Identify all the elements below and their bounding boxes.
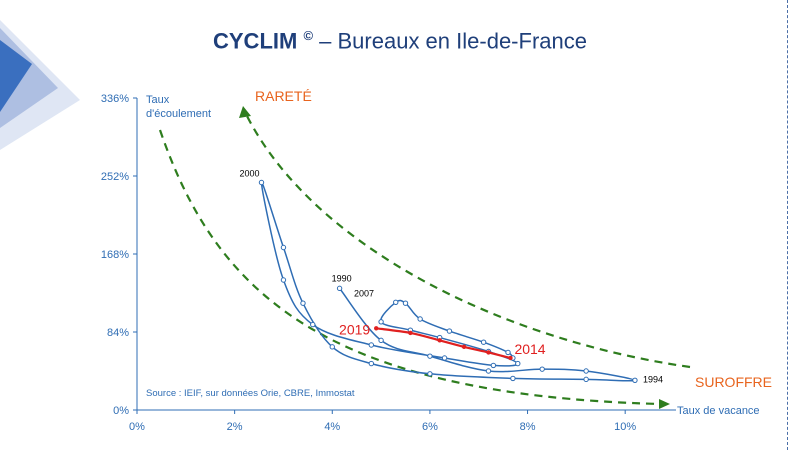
history-data-point [515,360,521,367]
history-data-point [329,344,335,350]
history-data-point [441,355,448,361]
point-label-2007: 2007 [354,288,374,298]
x-axis-label: Taux de vacance [677,405,760,417]
recent-data-point [374,326,379,331]
history-data-point [402,300,409,306]
history-data-point [583,376,589,383]
history-data-point [258,179,265,186]
history-data-point [417,316,423,322]
x-tick-label: 8% [520,421,536,433]
corner-triangle-dark [0,40,32,112]
history-data-point [583,368,589,374]
history-data-point [368,360,375,367]
series-layer [258,179,638,383]
x-tick-label: 2% [227,421,243,433]
history-data-point [632,377,638,383]
point-label-2014: 2014 [514,341,545,357]
history-data-point [310,321,316,328]
suroffre-annotation: SUROFFRE [695,374,772,390]
recent-data-point [486,350,491,355]
x-tick-label: 0% [129,421,145,433]
page-title: CYCLIM © – Bureaux en Ile-de-France [0,28,800,54]
history-data-point [378,337,384,344]
point-label-1990: 1990 [332,273,352,283]
y-tick-label: 84% [107,327,129,339]
history-data-point [490,362,497,369]
x-tick-label: 10% [614,421,636,433]
y-tick-label: 168% [101,249,129,261]
y-axis-label-line1: Taux [146,94,170,106]
point-label-1994: 1994 [643,374,663,384]
source-note: Source : IEIF, sur données Orie, CBRE, I… [146,388,355,399]
rarete-arrowhead [239,106,251,118]
history-data-point [300,300,306,306]
y-tick-label: 336% [101,93,129,105]
history-series-line [260,181,636,382]
history-data-point [510,375,516,382]
history-data-point [280,244,287,251]
suroffre-guide-arrow [158,129,661,406]
recent-data-point [408,330,413,336]
history-data-point [427,371,433,377]
rarete-guide-arrow [244,111,691,369]
history-data-point [378,319,384,325]
title-rest: – Bureaux en Ile-de-France [313,28,587,54]
history-data-point [336,285,343,292]
history-data-point [485,368,492,374]
guide-arrows [158,106,691,409]
title-copyright-mark: © [303,28,314,43]
y-tick-label: 252% [101,171,129,183]
history-data-point [427,353,433,359]
suroffre-arrowhead [659,399,670,409]
history-data-point [505,349,511,356]
x-tick-label: 6% [422,421,438,433]
recent-data-point [461,344,467,350]
title-brand: CYCLIM [213,28,298,54]
y-axis-label-line2: d'écoulement [146,108,211,120]
slide-divider-line [787,0,788,450]
history-data-point [480,339,487,345]
history-data-point [539,366,545,372]
recent-data-point [437,338,442,343]
rarete-annotation: RARETÉ [255,88,312,104]
history-data-point [446,328,453,334]
axes: 0% 2% 4% 6% 8% 10% 0% 84% 168% 252% 336% [101,93,676,433]
history-data-point [280,277,287,283]
point-label-2019: 2019 [339,321,370,337]
history-data-point [393,299,399,305]
point-label-2000: 2000 [239,169,259,179]
history-data-point [368,342,375,348]
x-tick-label: 4% [324,421,340,433]
recent-data-point [508,355,513,361]
y-tick-label: 0% [113,405,129,417]
